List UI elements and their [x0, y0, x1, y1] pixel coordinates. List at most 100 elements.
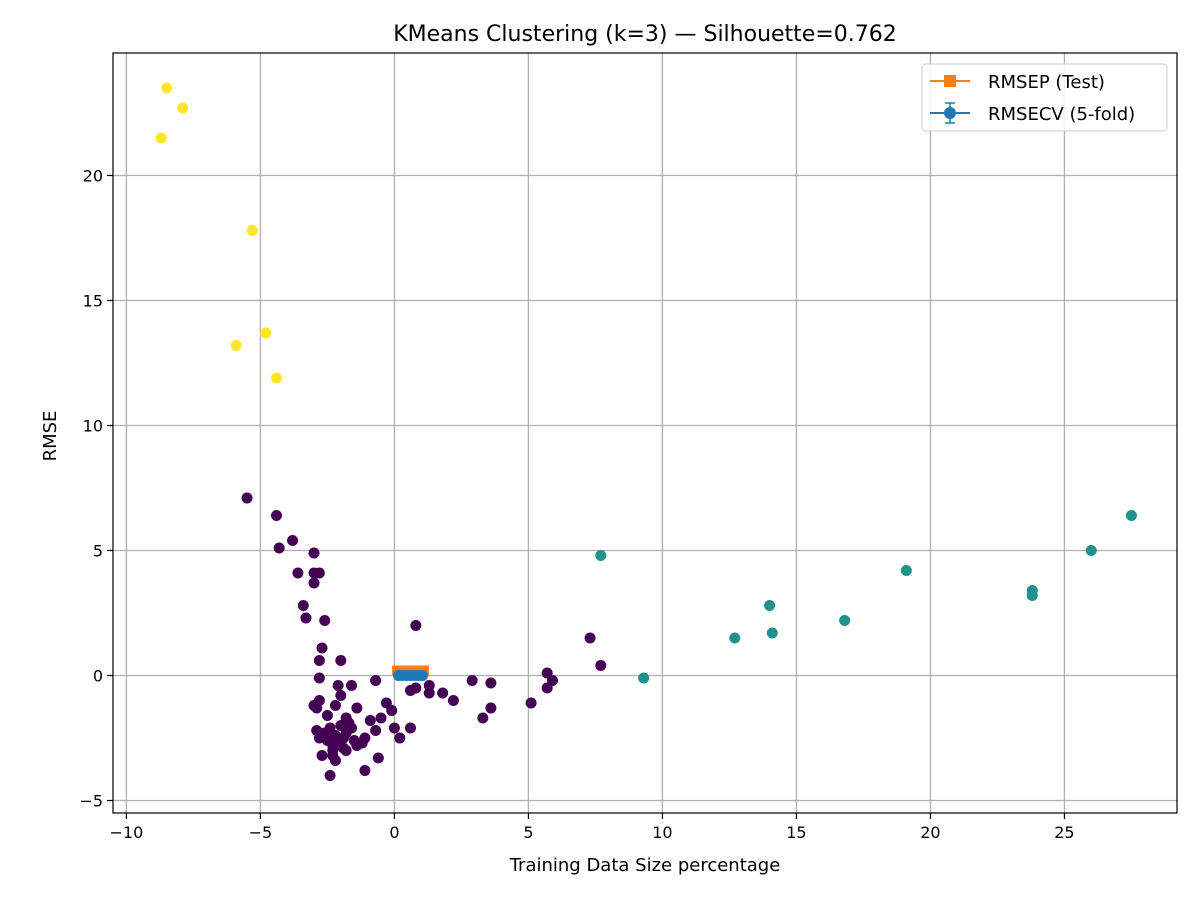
grid: [113, 53, 1177, 813]
cluster-1-point: [764, 600, 776, 611]
cluster-2-point: [246, 225, 258, 236]
cluster-0-point: [485, 677, 497, 689]
cluster-0-point: [370, 675, 382, 686]
cluster-0-point: [525, 697, 537, 709]
y-axis-label: RMSE: [40, 411, 61, 462]
y-tick-label: 5: [93, 542, 103, 561]
x-tick-label: −10: [110, 823, 144, 842]
cluster-0-point: [364, 715, 376, 726]
cluster-0-point: [388, 722, 400, 734]
cluster-1-point: [839, 615, 851, 626]
cluster-2-point: [260, 327, 272, 339]
cluster-0-point: [329, 700, 341, 711]
cluster-0-point: [359, 765, 371, 776]
cluster-0-point: [346, 680, 358, 691]
cluster-0-point: [316, 750, 328, 761]
x-tick-label: −5: [249, 823, 273, 842]
cluster-0-point: [308, 547, 320, 559]
cluster-0-point: [404, 722, 416, 734]
x-tick-label: 0: [389, 823, 399, 842]
y-tick-label: −5: [79, 792, 103, 811]
cluster-0-point: [316, 642, 328, 654]
cluster-2-point: [270, 372, 282, 384]
cluster-0-point: [410, 620, 422, 631]
rmsecv-marker: [417, 670, 429, 681]
cluster-1-point: [1085, 545, 1097, 556]
y-axis-ticks: −5 0 5 10 15 20: [79, 167, 113, 811]
plot-background: [113, 53, 1177, 813]
cluster-0-point: [547, 675, 559, 686]
cluster-1-point: [1125, 510, 1137, 521]
x-tick-label: 20: [920, 823, 940, 842]
cluster-0-point: [447, 695, 459, 706]
y-tick-label: 10: [83, 417, 103, 436]
legend-box: [921, 63, 1168, 132]
cluster-0-point: [340, 745, 352, 756]
cluster-0-point: [311, 702, 323, 714]
cluster-0-point: [584, 632, 596, 644]
cluster-0-point: [313, 567, 325, 579]
cluster-1-point: [729, 632, 741, 644]
legend: RMSEP (Test) RMSECV (5-fold): [921, 63, 1168, 132]
cluster-0-point: [466, 675, 478, 686]
cluster-0-point: [332, 680, 344, 691]
cluster-0-point: [437, 687, 449, 699]
x-axis-label: Training Data Size percentage: [509, 855, 781, 876]
legend-rmsecv-label: RMSECV (5-fold): [988, 104, 1135, 125]
cluster-0-point: [241, 492, 253, 504]
cluster-0-point: [335, 690, 347, 701]
x-axis-ticks: −10 −5 0 5 10 15 20 25: [110, 813, 1075, 842]
cluster-0-point: [313, 655, 325, 666]
y-tick-label: 15: [83, 292, 103, 311]
cluster-0-point: [410, 682, 422, 694]
cluster-0-point: [319, 615, 331, 626]
cluster-0-point: [337, 732, 349, 744]
y-tick-label: 20: [83, 167, 103, 186]
cluster-0-point: [351, 702, 363, 714]
cluster-0-point: [324, 770, 336, 781]
cluster-0-point: [300, 612, 312, 624]
x-tick-label: 5: [523, 823, 533, 842]
cluster-0-point: [270, 510, 282, 521]
cluster-0-point: [423, 687, 435, 699]
cluster-2-point: [230, 340, 242, 351]
cluster-0-point: [321, 710, 333, 721]
cluster-0-point: [595, 660, 607, 671]
cluster-0-point: [273, 542, 285, 554]
cluster-1-point: [638, 672, 650, 684]
cluster-1-point: [1026, 585, 1038, 596]
cluster-2-point: [161, 82, 173, 94]
legend-item-rmsecv: RMSECV (5-fold): [930, 102, 1135, 125]
data-points: [155, 82, 1137, 781]
cluster-0-point: [394, 732, 406, 744]
cluster-0-point: [485, 702, 497, 714]
cluster-0-point: [287, 535, 299, 546]
cluster-0-point: [297, 600, 309, 611]
x-tick-label: 25: [1054, 823, 1074, 842]
series-lines: [392, 665, 429, 681]
cluster-2-point: [177, 102, 189, 114]
cluster-0-point: [356, 737, 368, 749]
plot-frame: [112, 52, 1178, 814]
legend-item-rmsep: RMSEP (Test): [930, 72, 1105, 93]
cluster-1-point: [766, 627, 778, 639]
x-tick-label: 10: [652, 823, 672, 842]
cluster-0-point: [308, 577, 320, 589]
cluster-0-point: [477, 712, 489, 724]
cluster-0-point: [292, 567, 304, 579]
cluster-0-point: [375, 712, 387, 724]
cluster-0-point: [372, 752, 384, 764]
y-tick-label: 0: [93, 667, 103, 686]
cluster-1-point: [595, 550, 607, 561]
cluster-0-point: [329, 755, 341, 766]
cluster-2-point: [155, 132, 167, 144]
cluster-0-point: [335, 655, 347, 666]
cluster-0-point: [386, 705, 398, 716]
legend-rmsep-square-marker: [944, 75, 956, 87]
legend-rmsecv-circle-marker: [944, 107, 956, 119]
cluster-0-point: [370, 725, 382, 736]
legend-rmsep-label: RMSEP (Test): [988, 72, 1105, 93]
cluster-1-point: [900, 565, 912, 576]
cluster-0-point: [313, 672, 325, 684]
